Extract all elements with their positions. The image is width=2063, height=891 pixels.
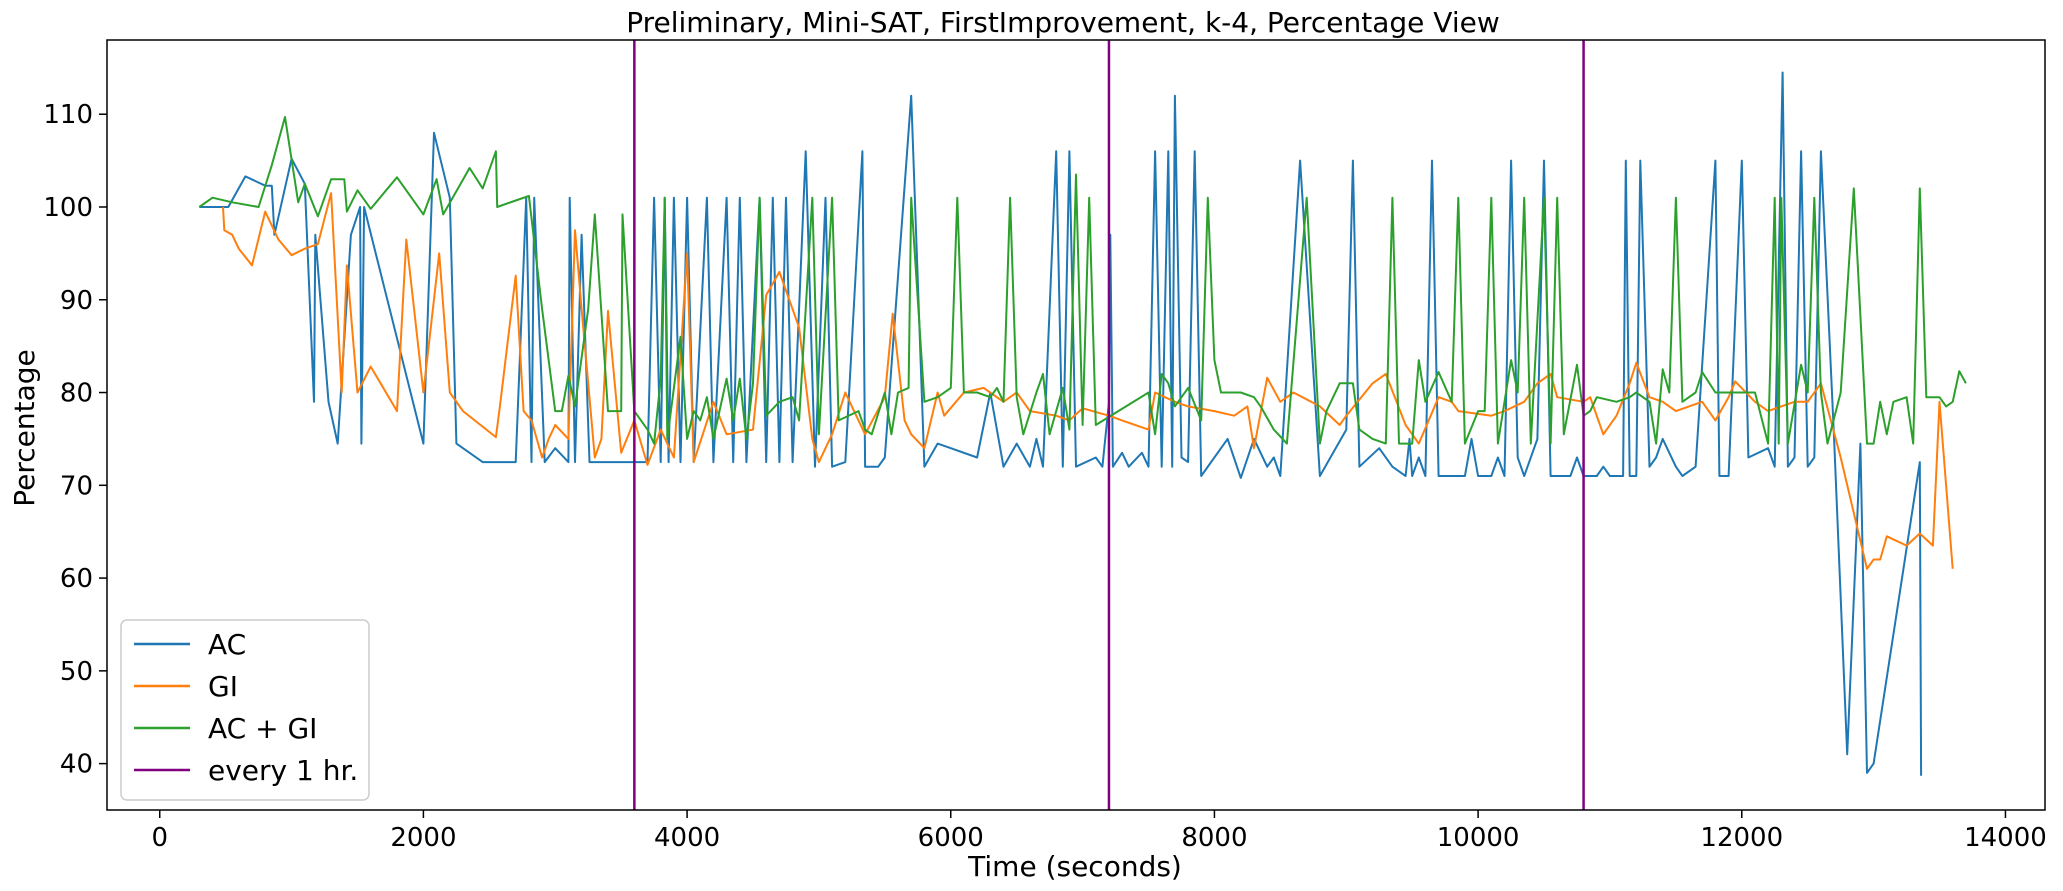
- y-tick-label: 70: [60, 471, 93, 501]
- x-tick-label: 8000: [1181, 823, 1247, 853]
- legend-label-ac: AC: [208, 628, 246, 661]
- x-tick-label: 14000: [1964, 823, 2047, 853]
- y-tick-label: 60: [60, 564, 93, 594]
- legend: AC GI AC + GI every 1 hr.: [120, 619, 370, 801]
- y-axis-label: Percentage: [8, 349, 41, 507]
- legend-box: [120, 619, 370, 801]
- vline-layer: [633, 40, 1585, 810]
- x-axis-label: Time (seconds): [967, 850, 1182, 883]
- plot-frame: [106, 39, 2046, 811]
- chart-title: Preliminary, Mini-SAT, FirstImprovement,…: [626, 6, 1500, 39]
- legend-label-gi: GI: [208, 670, 238, 703]
- x-axis: 0 2000 4000 6000 8000 10000 12000 14000: [151, 810, 2047, 853]
- x-tick-label: 12000: [1700, 823, 1783, 853]
- y-axis: 40 50 60 70 80 90 100 110: [43, 100, 107, 780]
- x-tick-label: 4000: [654, 823, 720, 853]
- series-layer: [198, 71, 1967, 776]
- y-tick-label: 90: [60, 286, 93, 316]
- y-tick-label: 100: [43, 193, 93, 223]
- y-tick-label: 80: [60, 379, 93, 409]
- x-tick-label: 10000: [1437, 823, 1520, 853]
- x-tick-label: 0: [151, 823, 168, 853]
- y-tick-label: 50: [60, 657, 93, 687]
- y-tick-label: 110: [43, 100, 93, 130]
- series-line-ac-gi: [198, 116, 1967, 445]
- legend-label-ac-gi: AC + GI: [208, 712, 317, 745]
- y-tick-label: 40: [60, 750, 93, 780]
- x-tick-label: 2000: [390, 823, 456, 853]
- x-tick-label: 6000: [918, 823, 984, 853]
- legend-label-every-1-hr: every 1 hr.: [208, 754, 358, 787]
